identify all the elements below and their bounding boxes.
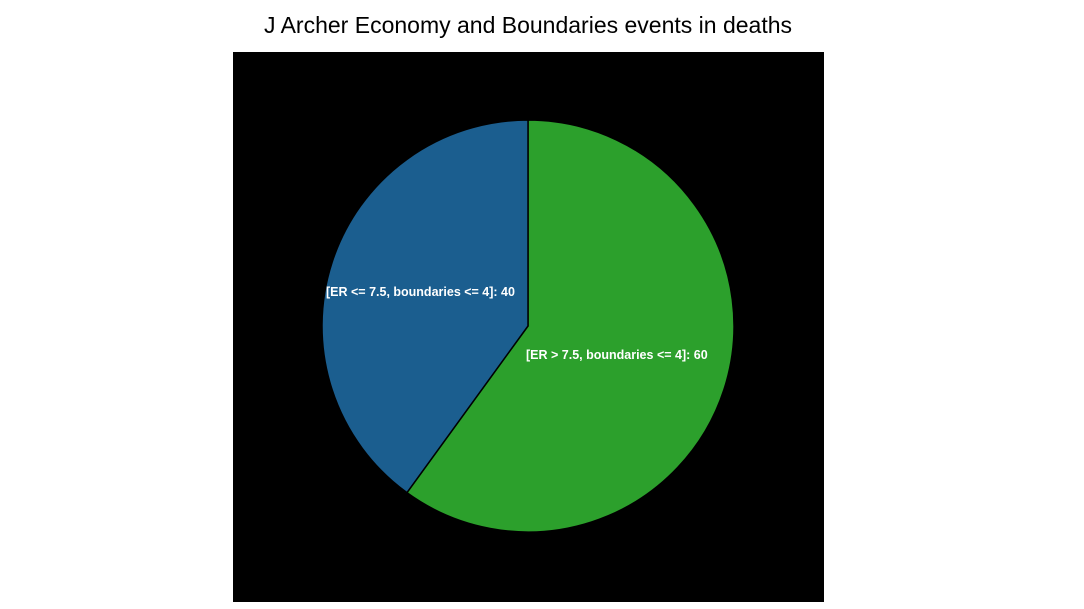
slice-label-0: [ER > 7.5, boundaries <= 4]: 60 <box>526 348 708 362</box>
chart-title: J Archer Economy and Boundaries events i… <box>263 12 793 38</box>
pie-slice-0 <box>405 119 735 533</box>
pie-slice-1 <box>321 119 529 494</box>
pie-chart: [ER > 7.5, boundaries <= 4]: 60 [ER <= 7.… <box>321 119 735 533</box>
plot-area: [ER > 7.5, boundaries <= 4]: 60 [ER <= 7.… <box>233 52 824 602</box>
slice-label-1: [ER <= 7.5, boundaries <= 4]: 40 <box>326 285 515 299</box>
